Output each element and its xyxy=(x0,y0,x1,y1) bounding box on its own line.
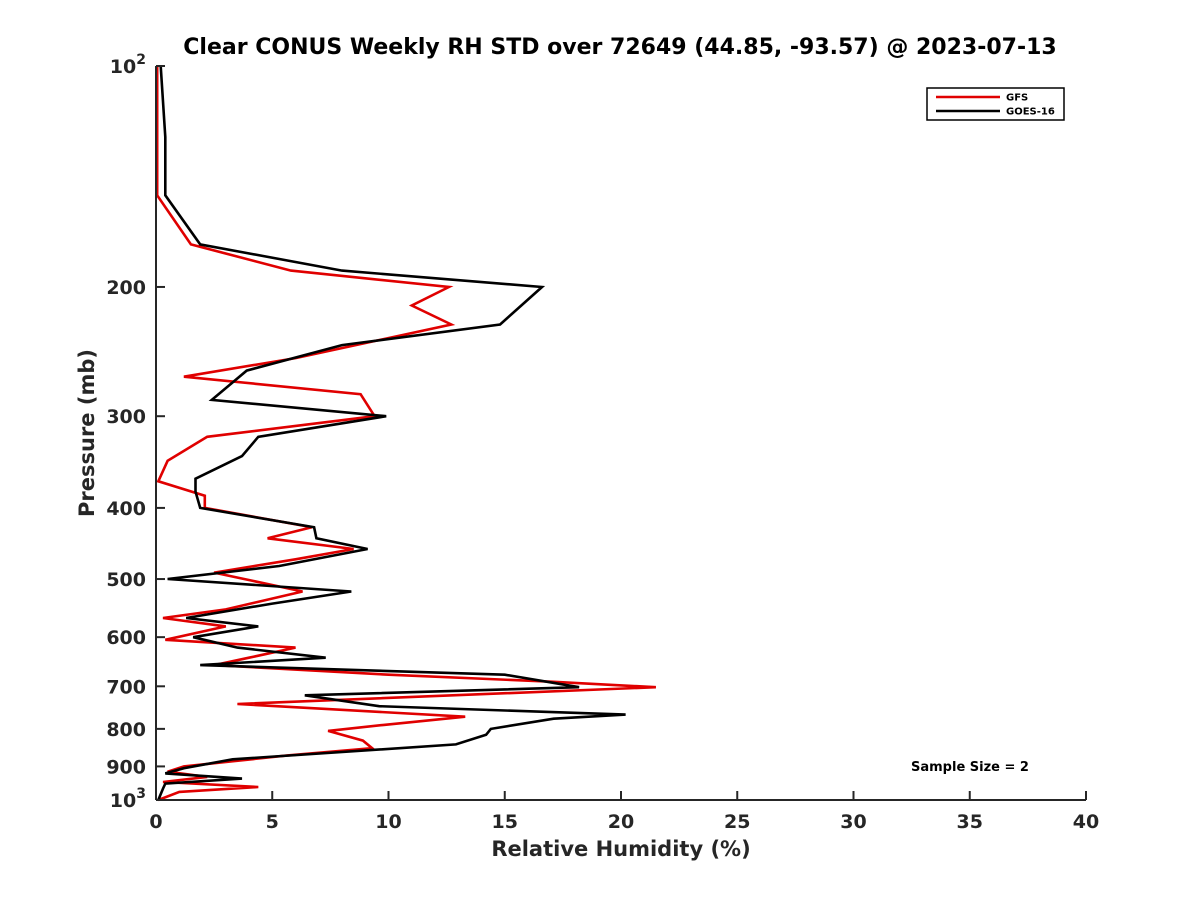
x-tick-label: 10 xyxy=(375,811,401,833)
sample-size-annotation: Sample Size = 2 xyxy=(911,760,1029,775)
y-tick-label: 500 xyxy=(106,569,146,591)
legend-label-goes16: GOES-16 xyxy=(1006,107,1055,118)
series-line-goes16 xyxy=(157,65,626,801)
x-tick-label: 5 xyxy=(266,811,279,833)
y-tick-label: 300 xyxy=(106,406,146,428)
x-tick-label: 35 xyxy=(957,811,983,833)
x-axis-label: Relative Humidity (%) xyxy=(491,837,750,861)
y-tick-label: 700 xyxy=(106,676,146,698)
x-tick-label: 0 xyxy=(149,811,162,833)
x-tick-label: 15 xyxy=(492,811,518,833)
x-tick-label: 40 xyxy=(1073,811,1099,833)
x-tick-label: 25 xyxy=(724,811,750,833)
legend-box xyxy=(926,87,1065,121)
y-tick-label: 200 xyxy=(106,277,146,299)
y-tick-label: 600 xyxy=(106,627,146,649)
legend: GFS GOES-16 xyxy=(926,87,1065,121)
y-tick-label: 800 xyxy=(106,719,146,741)
y-axis-label: Pressure (mb) xyxy=(75,349,99,517)
x-tick-label: 20 xyxy=(608,811,634,833)
y-tick-label: 102 xyxy=(110,52,146,78)
legend-label-gfs: GFS xyxy=(1006,93,1028,104)
chart-title: Clear CONUS Weekly RH STD over 72649 (44… xyxy=(183,35,1056,60)
x-tick-label: 30 xyxy=(840,811,866,833)
y-tick-label: 103 xyxy=(110,786,146,812)
y-tick-label: 900 xyxy=(106,756,146,778)
y-tick-label: 400 xyxy=(106,498,146,520)
